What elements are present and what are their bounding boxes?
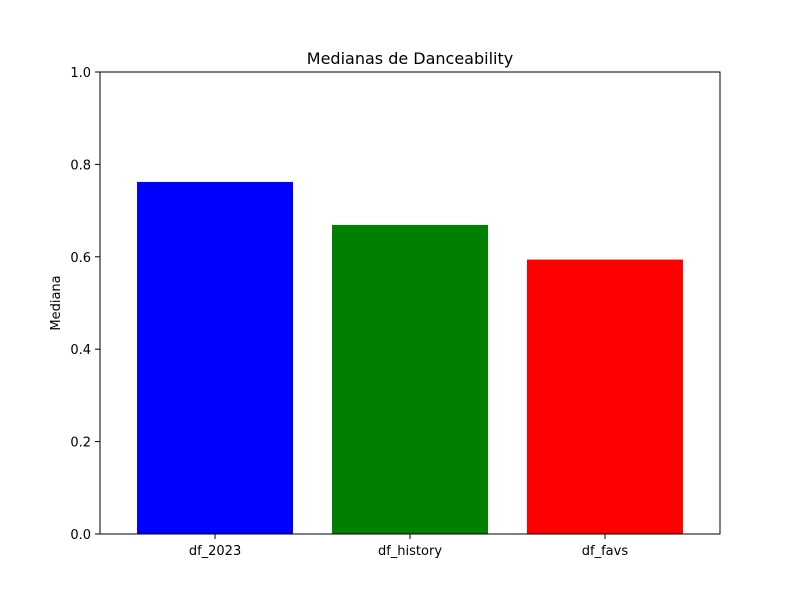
plot-frame	[99, 71, 721, 535]
chart-title: Medianas de Danceability	[307, 49, 513, 68]
bar-df_history	[332, 224, 488, 534]
x-tick-label: df_2023	[189, 544, 241, 559]
y-axis: 0.0 0.2 0.4 0.6 0.8 1.0	[70, 66, 100, 543]
x-tick-label: df_history	[378, 544, 442, 559]
y-tick-label: 0.2	[70, 436, 91, 451]
x-tick-label: df_favs	[582, 544, 629, 559]
y-tick-label: 1.0	[70, 66, 91, 81]
y-axis-label: Mediana	[49, 275, 64, 330]
bar-df_favs	[526, 259, 683, 534]
y-tick-label: 0.4	[70, 343, 91, 358]
bar-df_2023	[137, 181, 294, 534]
y-tick-label: 0.0	[70, 528, 91, 543]
y-tick-label: 0.6	[70, 251, 91, 266]
bars-layer	[137, 181, 683, 534]
y-tick-label: 0.8	[70, 158, 91, 173]
x-axis: df_2023 df_history df_favs	[189, 534, 629, 559]
